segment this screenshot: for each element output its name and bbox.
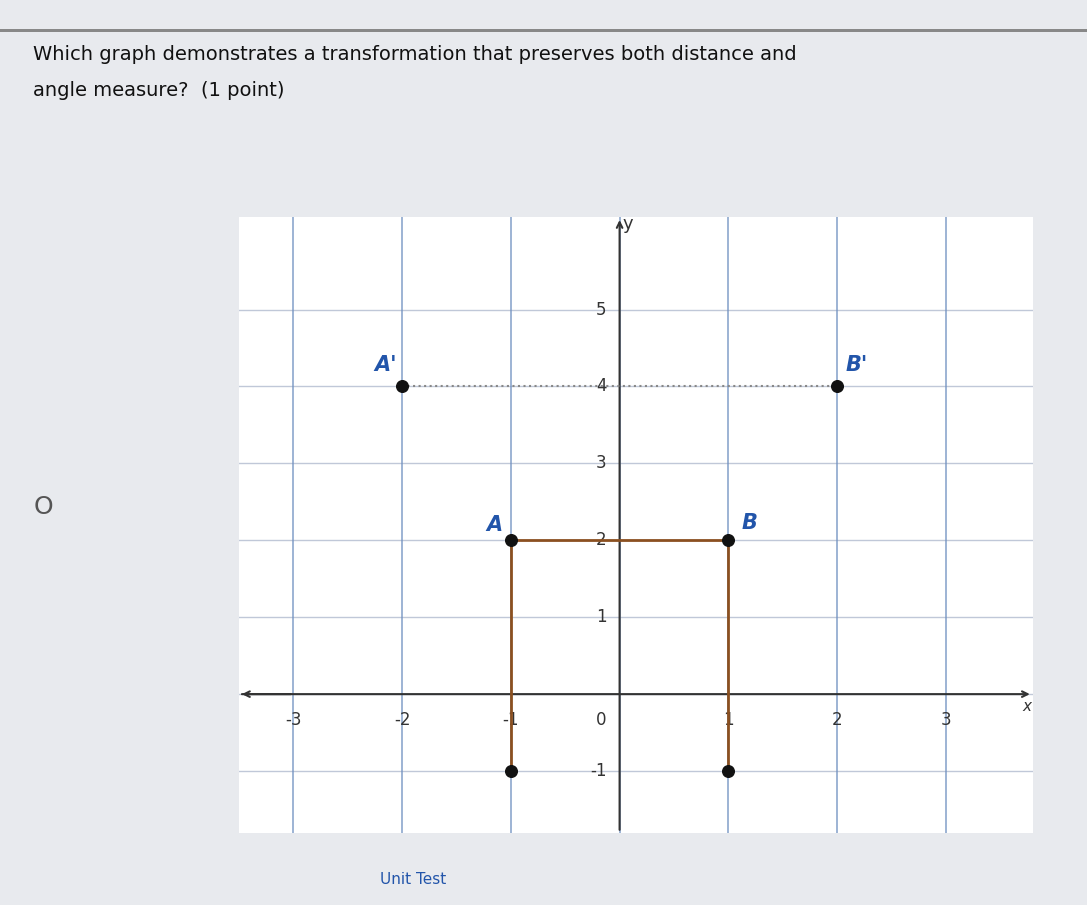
Text: B': B' <box>846 355 867 375</box>
Point <box>720 533 737 548</box>
Text: -3: -3 <box>285 711 302 729</box>
Text: A: A <box>486 515 502 535</box>
Text: 3: 3 <box>596 454 607 472</box>
Text: B: B <box>741 513 758 533</box>
Text: 2: 2 <box>596 531 607 549</box>
Text: 5: 5 <box>596 300 607 319</box>
Text: Which graph demonstrates a transformation that preserves both distance and: Which graph demonstrates a transformatio… <box>33 45 797 64</box>
Text: x: x <box>1023 699 1032 714</box>
Text: O: O <box>34 495 53 519</box>
Point <box>502 764 520 778</box>
Text: A': A' <box>374 355 397 375</box>
Text: y: y <box>623 214 634 233</box>
Text: -2: -2 <box>393 711 411 729</box>
Point <box>393 379 411 394</box>
Text: -1: -1 <box>502 711 520 729</box>
Text: 3: 3 <box>940 711 951 729</box>
Point <box>828 379 846 394</box>
Point <box>720 764 737 778</box>
Text: 1: 1 <box>723 711 734 729</box>
Text: 4: 4 <box>596 377 607 395</box>
Point <box>502 533 520 548</box>
Text: angle measure?  (1 point): angle measure? (1 point) <box>33 81 284 100</box>
Text: Unit Test: Unit Test <box>380 872 447 887</box>
Text: -1: -1 <box>590 762 607 780</box>
Text: 0: 0 <box>596 711 607 729</box>
Text: 1: 1 <box>596 608 607 626</box>
Text: 2: 2 <box>832 711 842 729</box>
